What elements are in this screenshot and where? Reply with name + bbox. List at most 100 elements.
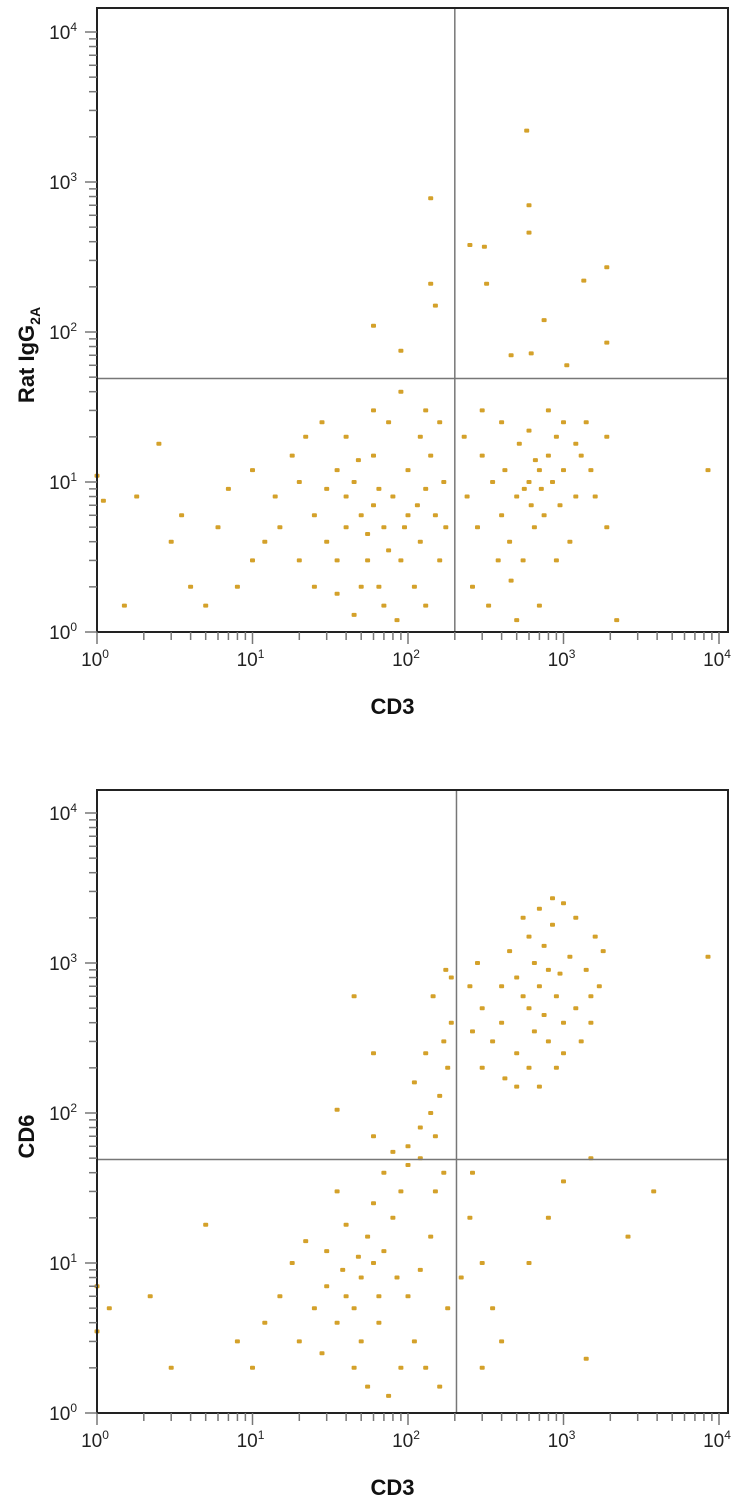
plot-frame [96,789,729,1414]
data-point [561,420,566,425]
x-tick-label: 102 [392,647,420,671]
y-tick-label: 100 [49,1401,77,1425]
data-point [561,901,566,906]
data-point [614,618,620,623]
data-point [573,1006,579,1011]
data-point [526,230,532,235]
data-point [203,1222,209,1227]
data-point [386,420,392,425]
data-point [277,525,283,530]
data-point [486,603,492,608]
data-point [567,539,573,544]
data-point [402,525,407,530]
data-point [550,480,555,484]
x-axis-title: CD3 [370,1475,414,1500]
data-point [386,548,392,553]
data-point [343,434,349,439]
data-point [437,1384,443,1389]
data-point [423,1365,429,1370]
data-point [531,1029,537,1034]
x-tick-label: 103 [548,1428,576,1452]
data-point [225,486,231,491]
data-point [481,244,487,249]
data-point [324,1284,330,1289]
data-point [355,1254,361,1259]
data-point [557,971,563,976]
data-point [526,934,532,939]
data-point [358,1339,364,1344]
data-point [536,468,542,473]
data-point [514,618,520,623]
data-point [311,584,317,589]
data-point [581,278,587,283]
data-point [479,408,485,413]
data-point [277,1294,283,1299]
data-point [343,525,349,530]
data-point [386,1393,392,1398]
data-point [705,954,711,959]
data-point [371,1201,376,1206]
data-point [508,353,514,358]
data-point [583,420,589,425]
data-point [334,1320,340,1325]
data-point [417,1125,423,1130]
data-point [441,1170,447,1175]
data-point [588,468,594,473]
data-point [272,494,278,499]
x-tick-label: 100 [81,1428,109,1452]
data-point [405,513,411,518]
data-point [458,1275,464,1280]
data-point [507,539,513,544]
data-point [443,525,449,530]
data-point [526,480,532,484]
plot-frame [96,7,729,633]
data-point [250,468,255,473]
data-point [296,480,302,484]
data-point [324,539,330,544]
x-tick-label: 102 [392,1428,420,1452]
data-point [371,1261,376,1265]
data-point [296,558,302,563]
x-tick-label: 104 [703,647,731,671]
data-point [553,1065,559,1070]
data-point [371,323,376,328]
data-point [564,363,570,368]
data-point [381,525,387,530]
data-point [490,1039,496,1044]
y-tick-label: 103 [49,951,77,975]
data-point [411,584,417,589]
data-point [179,513,185,518]
data-point [134,494,140,499]
data-point [484,281,490,286]
data-point [479,1006,485,1011]
data-point [514,1084,520,1089]
data-point [381,603,387,608]
data-point [376,486,382,491]
data-point [604,265,610,270]
data-point [526,1065,532,1070]
data-point [365,532,371,536]
y-tick-label: 102 [49,1101,77,1125]
data-point [311,513,317,518]
data-point [524,128,530,133]
data-point [526,428,532,433]
data-point [319,420,325,425]
data-point [405,1163,411,1167]
data-point [545,1039,551,1044]
data-point [479,1065,485,1070]
data-point [423,408,429,413]
data-point [499,1339,505,1344]
data-point [371,408,376,413]
data-point [520,915,526,920]
y-axis-title: CD6 [14,1114,39,1158]
data-point [319,1351,325,1356]
plot-panel-2: 100 101 102 103 104 100 101 102 103 104 CD3 CD6 [14,789,731,1500]
data-point [428,196,434,201]
data-point [553,994,559,999]
data-point [371,503,376,508]
data-point [541,943,547,948]
data-point [371,1134,376,1139]
data-point [289,453,295,458]
data-point [405,1144,411,1149]
y-tick-label: 101 [49,470,77,494]
